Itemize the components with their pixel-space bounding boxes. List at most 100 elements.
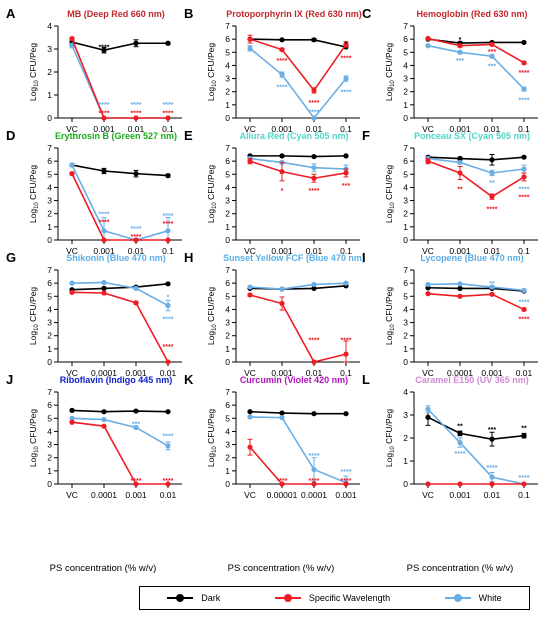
- x-tick-label-k: 0.0001: [301, 490, 327, 500]
- data-point-white-h: [247, 284, 253, 290]
- significance-label-k: ****: [309, 478, 320, 485]
- panel-a: A MB (Deep Red 660 nm) 0 1 2 3 4 VC 0.001 0.01 0.1…: [6, 6, 182, 134]
- x-tick-label-a: 0.01: [128, 124, 145, 134]
- data-point-wavelength-l: [425, 481, 431, 487]
- data-point-white-g: [165, 302, 171, 309]
- y-axis-label-log-h: Log: [206, 331, 216, 345]
- y-axis-label-l: Log10 CFU/Peg: [384, 409, 396, 467]
- y-tick-label-d: 1: [47, 222, 52, 232]
- data-point-white-b: [279, 72, 285, 78]
- y-axis-label-unit-h: CFU/Peg: [206, 287, 216, 325]
- significance-label-e: ***: [342, 183, 350, 190]
- panel-title-g: Shikonin (Blue 470 nm): [66, 253, 166, 263]
- y-axis-label-sub-j: 10: [34, 446, 40, 453]
- y-axis-label-sub-e: 10: [212, 202, 218, 209]
- y-tick-label-k: 3: [225, 440, 230, 450]
- panel-title-k: Curcumin (Violet 420 nm): [240, 375, 348, 385]
- data-point-white-h: [343, 280, 349, 286]
- y-tick-label-c: 7: [403, 21, 408, 31]
- data-point-wavelength-f: [425, 158, 431, 164]
- panel-title-b: Protoporphyrin IX (Red 630 nm): [226, 9, 362, 19]
- data-point-wavelength-f: [521, 174, 527, 180]
- series-line-wavelength-i: [427, 292, 525, 311]
- y-tick-label-g: 1: [47, 344, 52, 354]
- significance-label-g: ****: [163, 317, 174, 324]
- x-tick-label-e: 0.001: [271, 246, 293, 256]
- x-tick-label-d: 0.01: [128, 246, 145, 256]
- panel-j: J Riboflavin (Indigo 445 nm) 0 1 2 3 4 5 6 7 VC 0.0…: [6, 372, 182, 500]
- y-tick-label-h: 1: [225, 344, 230, 354]
- data-point-white-c: [457, 49, 463, 55]
- y-tick-label-c: 4: [403, 60, 408, 70]
- significance-label-d: ****: [99, 220, 110, 227]
- data-point-wavelength-f: [489, 194, 495, 200]
- data-point-wavelength-j: [101, 423, 107, 429]
- data-point-white-i: [489, 284, 495, 290]
- significance-label-a: ****: [99, 45, 110, 52]
- series-line-wavelength-b: [249, 38, 347, 92]
- series-line-wavelength-f: [427, 160, 525, 198]
- panel-letter-c: C: [362, 6, 372, 21]
- y-tick-label-j: 5: [47, 413, 52, 423]
- y-tick-label-k: 5: [225, 413, 230, 423]
- panel-d: D Erythrosin B (Green 527 nm) 0 1 2 3 4 5 6 7 VC 0.…: [6, 128, 182, 256]
- y-axis-label-h: Log10 CFU/Peg: [206, 287, 218, 345]
- data-point-wavelength-c: [457, 43, 463, 49]
- significance-label-l: ****: [519, 475, 530, 482]
- significance-label-f: **: [457, 187, 463, 194]
- data-point-white-k: [247, 414, 253, 420]
- y-tick-label-c: 5: [403, 47, 408, 57]
- panel-letter-g: G: [6, 250, 16, 265]
- series-line-white-g: [71, 281, 169, 307]
- panel-e: E Allura Red (Cyan 505 nm) 0 1 2 3 4 5 6 7 VC 0.001…: [184, 128, 360, 256]
- y-tick-label-i: 3: [403, 318, 408, 328]
- y-tick-label-k: 2: [225, 453, 230, 463]
- y-axis-label-sub-d: 10: [34, 202, 40, 209]
- y-tick-label-j: 3: [47, 440, 52, 450]
- data-point-wavelength-c: [489, 41, 495, 48]
- significance-label-a: ****: [131, 110, 142, 117]
- y-tick-label-g: 0: [47, 357, 52, 367]
- x-axis-label-k: PS concentration (% w/v): [227, 563, 335, 574]
- data-point-wavelength-d: [165, 237, 171, 243]
- legend-swatch-specific-wavelength: [274, 593, 301, 603]
- data-point-white-i: [425, 281, 431, 288]
- panel-f: F Ponceau SX (Cyan 505 nm) 0 1 2 3 4 5 6 7 VC 0.001…: [362, 128, 538, 256]
- x-tick-label-k: 0.001: [335, 490, 357, 500]
- panel-letter-e: E: [184, 128, 193, 143]
- y-tick-label-i: 1: [403, 344, 408, 354]
- data-point-wavelength-i: [425, 291, 431, 297]
- data-point-white-j: [165, 443, 171, 449]
- data-point-wavelength-k: [279, 481, 285, 487]
- y-axis-label-unit-e: CFU/Peg: [206, 165, 216, 203]
- panel-letter-j: J: [6, 372, 13, 387]
- x-tick-label-i: 0.0001: [447, 368, 473, 378]
- significance-label-b: ****: [309, 109, 320, 116]
- legend-label-specific-wavelength: Specific Wavelength: [308, 593, 391, 603]
- data-point-wavelength-h: [343, 351, 349, 357]
- data-point-wavelength-k: [311, 481, 317, 487]
- data-point-wavelength-h: [279, 300, 285, 307]
- y-tick-label-c: 3: [403, 74, 408, 84]
- data-point-wavelength-a: [101, 115, 107, 121]
- x-tick-label-g: VC: [66, 368, 78, 378]
- y-axis-label-b: Log10 CFU/Peg: [206, 43, 218, 101]
- y-axis-label-sub-k: 10: [212, 446, 218, 453]
- x-tick-label-i: VC: [422, 368, 434, 378]
- y-tick-label-a: 2: [47, 67, 52, 77]
- y-axis-label-sub-f: 10: [390, 202, 396, 209]
- series-line-dark-l: [427, 416, 525, 440]
- y-tick-label-d: 6: [47, 156, 52, 166]
- x-tick-label-c: 0.1: [518, 124, 530, 134]
- series-line-dark-f: [427, 156, 525, 161]
- panel-k: K Curcumin (Violet 420 nm) 0 1 2 3 4 5 6 7 VC 0.000…: [184, 372, 360, 500]
- data-point-dark-j: [101, 409, 107, 415]
- data-point-dark-b: [311, 37, 317, 43]
- data-point-dark-h: [311, 285, 317, 291]
- panel-h: H Sunset Yellow FCF (Blue 470 nm) 0 1 2 3 4 5 6 7…: [184, 250, 365, 378]
- y-tick-label-b: 3: [225, 74, 230, 84]
- y-axis-label-unit-i: CFU/Peg: [384, 287, 394, 325]
- y-tick-label-e: 5: [225, 169, 230, 179]
- significance-label-k: ****: [341, 469, 352, 476]
- x-tick-label-l: VC: [422, 490, 434, 500]
